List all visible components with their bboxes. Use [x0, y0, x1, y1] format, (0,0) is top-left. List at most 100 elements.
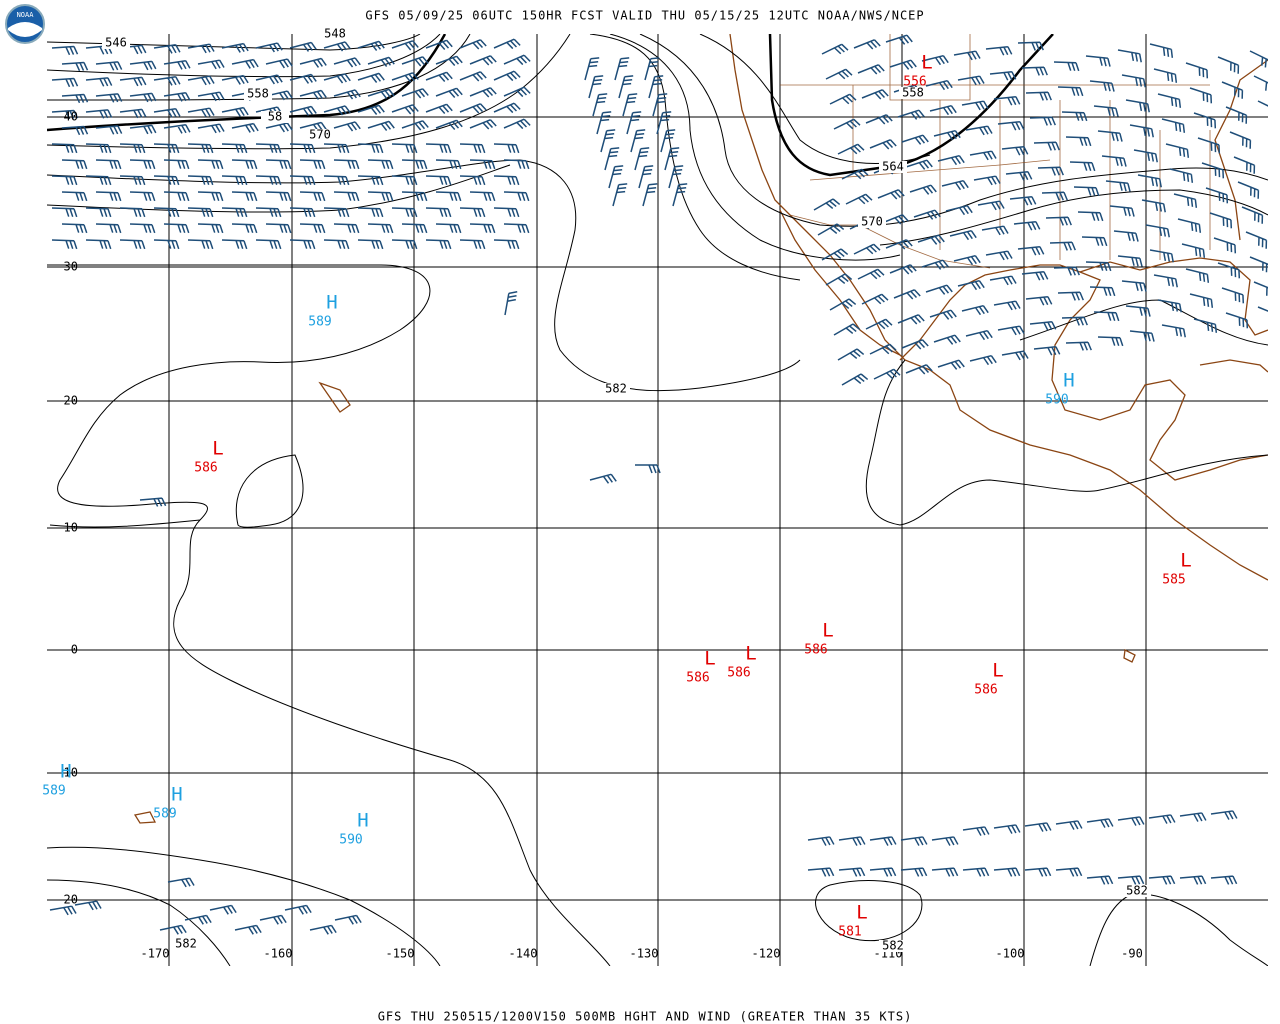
- wind-barb: [401, 120, 429, 131]
- contour-label: 564: [882, 160, 904, 174]
- high-value: 589: [42, 784, 65, 799]
- wind-barb: [1201, 162, 1225, 179]
- low-value: 586: [974, 683, 997, 698]
- wind-barb: [1157, 93, 1182, 108]
- wind-barb: [289, 175, 316, 186]
- high-letter: H: [60, 761, 71, 783]
- wind-barb: [977, 200, 1005, 211]
- wind-barb: [503, 191, 530, 202]
- wind-barb: [1001, 350, 1029, 361]
- wind-barb: [153, 143, 180, 154]
- wind-barb: [1025, 91, 1052, 101]
- wind-barb: [197, 123, 225, 134]
- wind-barb: [1001, 145, 1029, 156]
- wind-barb: [163, 60, 191, 70]
- wind-barb: [1055, 867, 1083, 877]
- wind-barb: [459, 175, 486, 186]
- wind-barb: [425, 239, 452, 250]
- wind-barb: [937, 359, 965, 370]
- wind-barb: [901, 134, 929, 145]
- wind-barb: [900, 867, 928, 877]
- wind-barb: [1069, 161, 1096, 172]
- wind-barb: [153, 239, 180, 250]
- wind-barb: [841, 168, 869, 180]
- wind-barb: [197, 223, 224, 234]
- wind-barb: [95, 159, 122, 170]
- wind-barb: [51, 143, 78, 154]
- wind-barb: [187, 43, 215, 54]
- wind-barb: [837, 143, 865, 155]
- wind-barb: [1117, 816, 1145, 826]
- high-letter: H: [171, 784, 182, 806]
- wind-barb: [961, 304, 989, 316]
- wind-barb: [1189, 293, 1214, 308]
- labels: 40 30 20 10 0 -10 -20 -170 -160 -150 -140 -130 -120 -…: [42, 27, 1191, 961]
- wind-barb: [1249, 256, 1268, 273]
- wind-barb: [1193, 318, 1218, 333]
- wind-barb: [612, 183, 628, 207]
- wind-barb: [1065, 341, 1092, 351]
- wind-barb: [614, 57, 630, 81]
- wind-barb: [1249, 50, 1268, 68]
- wind-barb: [153, 108, 181, 118]
- wind-barb: [61, 159, 88, 170]
- wind-barb: [993, 824, 1021, 834]
- low-letter: L: [704, 648, 715, 670]
- wind-barb: [333, 191, 360, 202]
- longitude-label: -90: [1121, 947, 1143, 961]
- contour-label-bg: [102, 37, 130, 49]
- wind-barb: [299, 223, 326, 234]
- longitude-label: -160: [264, 947, 293, 961]
- wind-barb: [618, 75, 634, 99]
- wind-barb: [1021, 66, 1048, 76]
- latitude-label: 40: [64, 110, 78, 124]
- wind-barb: [85, 109, 113, 119]
- wind-barb: [255, 106, 283, 117]
- longitude-label: -170: [141, 947, 170, 961]
- contour-label-bg: [321, 28, 349, 40]
- low-value: 586: [686, 671, 709, 686]
- wind-barb: [503, 118, 531, 130]
- wind-barb: [885, 239, 913, 250]
- wind-barb: [265, 223, 292, 234]
- wind-barb: [1061, 316, 1088, 326]
- wind-barb: [1173, 193, 1198, 208]
- wind-barb: [469, 159, 496, 170]
- wind-barb: [333, 159, 360, 170]
- wind-barb: [323, 239, 350, 250]
- wind-barb: [1225, 312, 1249, 329]
- wind-barb: [469, 223, 496, 234]
- wind-barb: [1241, 206, 1264, 224]
- wind-barb: [1169, 168, 1194, 183]
- wind-barb: [1253, 75, 1268, 91]
- wind-barb: [985, 45, 1013, 56]
- wind-barb: [333, 89, 361, 100]
- wind-barb: [299, 159, 326, 170]
- wind-barb: [1057, 291, 1084, 301]
- wind-barb: [1009, 195, 1037, 206]
- wind-barb: [129, 191, 156, 202]
- wind-barb: [357, 175, 384, 186]
- longitude-label: -140: [509, 947, 538, 961]
- wind-barb: [197, 59, 225, 70]
- wind-barb: [630, 129, 646, 153]
- contour-label: 58: [268, 110, 282, 124]
- wind-barb: [391, 72, 419, 83]
- wind-barb: [503, 54, 531, 66]
- wind-barb: [993, 95, 1021, 106]
- wind-barb: [807, 836, 835, 846]
- wind-barb: [1037, 166, 1064, 176]
- wind-barb: [493, 143, 520, 154]
- wind-barb: [1233, 156, 1256, 174]
- wind-barb: [634, 147, 650, 171]
- wind-barb: [119, 76, 147, 87]
- wind-barb: [893, 289, 921, 300]
- wind-barb: [265, 90, 293, 101]
- wind-barb: [51, 175, 78, 186]
- wind-barb: [1113, 230, 1139, 242]
- wind-barb: [459, 71, 487, 82]
- wind-barb: [323, 73, 351, 84]
- wind-barb: [853, 39, 881, 50]
- wind-barb: [85, 239, 112, 250]
- wind-barb: [1017, 245, 1045, 256]
